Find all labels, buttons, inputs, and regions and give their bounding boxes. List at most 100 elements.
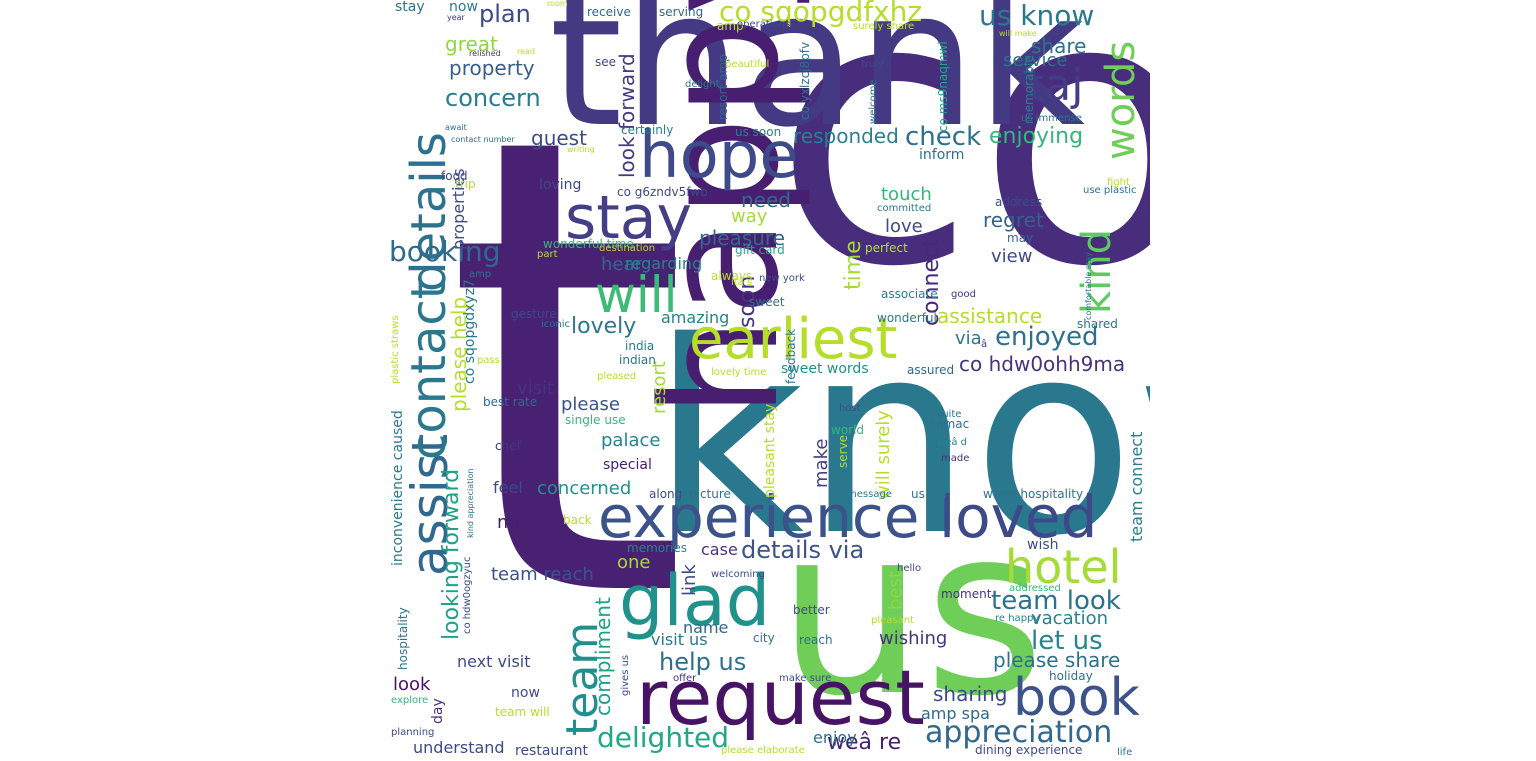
- word: part: [537, 249, 558, 260]
- word: memories: [627, 541, 688, 555]
- word: enjoy: [813, 728, 857, 747]
- word: welcoming: [711, 569, 765, 580]
- word: need: [741, 188, 791, 212]
- word: assured: [907, 363, 955, 377]
- word: resort: [649, 361, 670, 414]
- word: look: [393, 674, 431, 695]
- word: may: [1007, 231, 1034, 245]
- word: single use: [565, 413, 626, 427]
- word: thank: [549, 0, 1086, 169]
- word: fight: [1107, 177, 1130, 188]
- word: case: [701, 540, 738, 559]
- word: know: [651, 286, 1150, 594]
- word: pleasure: [699, 226, 785, 250]
- word: stay: [565, 183, 693, 253]
- word: best rate: [483, 395, 538, 409]
- word: words: [1098, 40, 1144, 160]
- word: read: [517, 47, 536, 56]
- word: world: [831, 423, 865, 437]
- word: please: [561, 394, 620, 415]
- word: co: [773, 0, 1150, 348]
- word: service: [1003, 50, 1068, 71]
- word: enjoying: [989, 124, 1084, 149]
- word: responded: [793, 124, 899, 148]
- word: mr: [497, 512, 522, 533]
- word: see: [595, 55, 617, 69]
- word: details via: [741, 536, 865, 564]
- word: await: [445, 123, 467, 132]
- word: make: [811, 438, 832, 488]
- word: wonderful time: [543, 237, 634, 251]
- word: message: [847, 489, 892, 500]
- word: glad: [619, 560, 771, 642]
- word: suite: [937, 409, 962, 420]
- word: wish: [1027, 537, 1059, 553]
- word: details: [401, 132, 457, 292]
- word: certainly: [621, 123, 674, 137]
- word: host: [839, 403, 861, 414]
- word: pleasant: [871, 615, 915, 626]
- word: inform: [919, 147, 965, 163]
- word: love: [885, 216, 923, 237]
- word: co ms9naqmwl: [936, 41, 950, 132]
- word: use plastic: [1083, 185, 1137, 196]
- word: welcome: [868, 79, 879, 124]
- word: re happy: [995, 613, 1040, 624]
- word: us via: [911, 487, 947, 501]
- word: guest: [531, 126, 587, 150]
- word: dining experience: [975, 743, 1083, 757]
- word: co yxlzcj8pfv: [798, 41, 812, 120]
- word: warm hospitality: [983, 487, 1084, 501]
- word: book: [1013, 668, 1140, 728]
- word-cloud: co t know thank us happy request experie…: [381, 0, 1150, 761]
- word: wonderful: [877, 311, 937, 325]
- word: always: [711, 269, 753, 283]
- word: restaurant: [515, 743, 588, 759]
- word: sweet words: [781, 361, 869, 377]
- word: name: [683, 618, 729, 637]
- word: compliment: [591, 597, 615, 716]
- word: co hdw0ohh9ma: [959, 352, 1126, 376]
- word: beautiful: [725, 59, 770, 70]
- word: associate: [881, 287, 938, 301]
- word: check: [905, 122, 982, 152]
- word: taj: [1027, 60, 1084, 111]
- word: surely share: [853, 21, 915, 32]
- word: amp spa: [921, 704, 990, 723]
- word: team reach: [491, 564, 594, 585]
- word: perfect: [865, 241, 908, 255]
- word: now: [511, 685, 540, 701]
- word: pleasant stay: [762, 403, 778, 498]
- word: planning: [391, 727, 435, 738]
- word: special: [603, 457, 652, 473]
- word: food: [441, 169, 468, 183]
- word: sharing: [933, 682, 1008, 706]
- word: amazing: [661, 308, 730, 327]
- word: regarding: [625, 254, 703, 273]
- word: us know: [979, 0, 1095, 32]
- word: booking: [389, 235, 501, 268]
- word: picture: [689, 487, 731, 501]
- word: stay: [395, 0, 425, 15]
- word: delight: [685, 79, 720, 90]
- word: j4nmac: [925, 417, 970, 431]
- word: plan: [479, 0, 531, 28]
- word: way: [731, 206, 768, 227]
- word: kind appreciation: [466, 468, 475, 539]
- word: feel: [493, 478, 523, 497]
- word: property: [449, 56, 535, 80]
- word: gesture: [511, 307, 557, 321]
- word: hospitality: [396, 607, 410, 670]
- word: t: [443, 3, 691, 737]
- word: truly: [861, 59, 885, 70]
- word: reach: [799, 633, 833, 647]
- word: inconvenience caused: [390, 410, 406, 566]
- word: will surely: [873, 410, 894, 500]
- word: day: [430, 698, 446, 724]
- word: concern: [445, 84, 541, 112]
- word: via: [955, 328, 982, 349]
- word: appreciation: [925, 715, 1113, 750]
- word: contact number: [451, 135, 515, 144]
- word: indian: [619, 353, 656, 367]
- word: team connect: [1127, 431, 1146, 542]
